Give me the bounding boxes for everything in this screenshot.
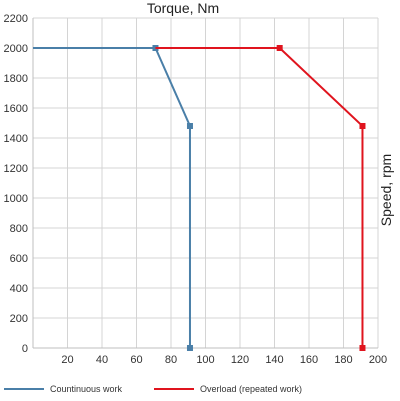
x-tick-label: 120 [231,354,249,366]
chart-title: Torque, Nm [147,0,219,16]
series-marker [186,345,193,351]
y-tick-label: 1000 [4,193,28,205]
series-marker [186,123,193,129]
x-tick-label: 180 [334,354,352,366]
y-tick-label: 2000 [4,43,28,55]
legend-item-overload: Overload (repeated work) [154,384,302,394]
legend-label-overload: Overload (repeated work) [200,384,303,394]
x-tick-label: 200 [369,354,387,366]
legend: Countinuous work Overload (repeated work… [0,384,400,398]
series-layer [33,45,366,351]
y-tick-label: 200 [10,313,28,325]
y-tick-labels: 0 200 400 600 800 1000 1200 1400 1600 1800 2000 220… [4,13,28,355]
y-tick-label: 800 [10,223,28,235]
x-tick-label: 40 [96,354,108,366]
axes [32,18,378,349]
series-marker [276,45,283,51]
y-tick-label: 0 [22,343,28,355]
y-tick-label: 600 [10,253,28,265]
x-tick-labels: 20 40 60 80 100 120 140 160 180 200 [61,354,387,366]
series-line [33,47,191,348]
x-tick-label: 80 [165,354,177,366]
y-tick-label: 400 [10,283,28,295]
y-tick-label: 1600 [4,103,28,115]
chart: 20 40 60 80 100 120 140 160 180 200 0 200 400 600 800… [4,0,394,366]
x-tick-label: 20 [61,354,73,366]
y-tick-label: 2200 [4,13,28,25]
legend-label-continuous: Countinuous work [50,384,123,394]
series-1 [155,45,366,351]
grid-lines [33,17,379,349]
legend-swatch-overload [154,388,194,390]
y-tick-label: 1400 [4,133,28,145]
series-marker [359,345,366,351]
x-tick-label: 60 [130,354,142,366]
series-line [155,47,364,348]
legend-item-continuous: Countinuous work [4,384,122,394]
y-axis-label: Speed, rpm [378,154,394,226]
x-tick-label: 100 [196,354,214,366]
y-tick-label: 1200 [4,163,28,175]
legend-swatch-continuous [4,388,44,390]
x-tick-label: 140 [265,354,283,366]
x-tick-label: 160 [300,354,318,366]
y-tick-label: 1800 [4,73,28,85]
series-marker [359,123,366,129]
